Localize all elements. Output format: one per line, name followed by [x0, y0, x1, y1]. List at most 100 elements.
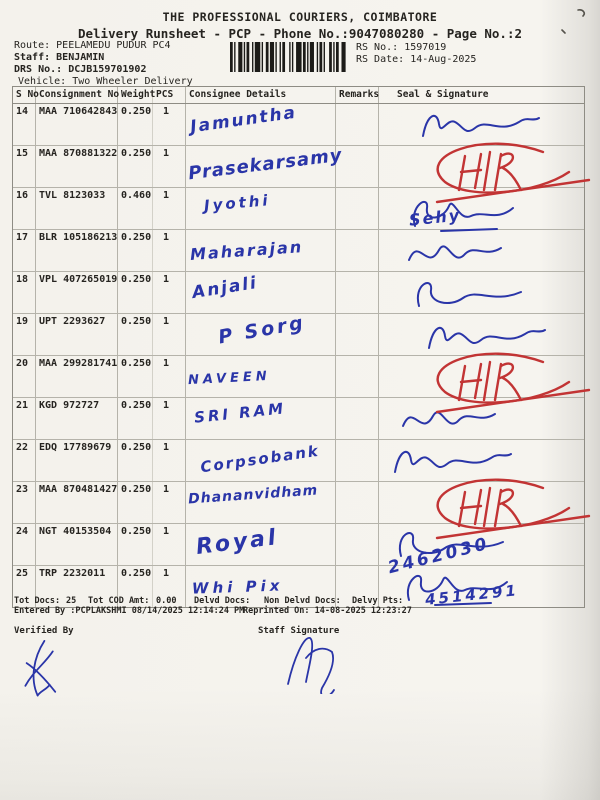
cell-consignment-no: MAA 299281741	[36, 356, 118, 397]
cell-remarks	[336, 146, 379, 187]
cell-weight: 0.250	[118, 440, 153, 481]
cell-s-no: 20	[13, 356, 36, 397]
cell-consignee-details: P Sorg	[186, 311, 336, 355]
page-title: THE PROFESSIONAL COURIERS, COIMBATORE	[162, 10, 438, 24]
cell-consignment-no: TVL 8123033	[36, 188, 118, 229]
cell-consignee-details: Dhananvidham	[186, 482, 336, 523]
cell-consignee-details: NAVEEN	[186, 356, 336, 397]
table-row: 23 MAA 870481427 0.250 1 Dhananvidham	[13, 478, 591, 540]
tot-docs-label: Tot Docs:	[14, 596, 61, 606]
consignee-handwriting: SRI RAM	[193, 399, 287, 427]
cell-consignee-details: SRI RAM	[186, 398, 336, 439]
table-row: 16 TVL 8123033 0.460 1 Jyothi Sehy	[13, 188, 584, 232]
rs-no-line: RS No.: 1597019	[356, 42, 446, 53]
cell-s-no: 17	[13, 230, 36, 271]
drs-value: DCJB159701902	[68, 64, 147, 75]
cell-remarks	[336, 524, 379, 565]
cell-seal-signature: 4514291	[379, 566, 584, 609]
cell-remarks	[336, 398, 379, 439]
rs-no-label: RS No.:	[356, 42, 399, 53]
vehicle-label: Vehicle:	[18, 76, 67, 87]
cell-consignment-no: BLR 105186213	[36, 230, 118, 271]
tot-docs-value: 25	[66, 596, 77, 606]
rs-date-line: RS Date: 14-Aug-2025	[356, 54, 476, 65]
table-row: 18 VPL 407265019 0.250 1 Anjali	[13, 272, 584, 314]
cell-pcs: 1	[153, 524, 186, 565]
consignee-signature	[428, 326, 546, 349]
consignee-signature	[412, 201, 514, 232]
cell-weight: 0.250	[118, 104, 153, 145]
drs-label: DRS No.:	[14, 64, 63, 75]
table-row: 22 EDQ 17789679 0.250 1 Corpsobank	[13, 440, 584, 482]
header-seal-signature: Seal & Signature	[397, 89, 489, 100]
cell-remarks	[336, 272, 379, 313]
cell-seal-signature	[379, 314, 584, 355]
cell-pcs: 1	[153, 272, 186, 313]
consignee-handwriting: P Sorg	[216, 311, 308, 349]
cell-seal-signature	[379, 272, 584, 313]
consignee-handwriting: Royal	[194, 525, 280, 560]
cell-consignment-no: MAA 870481427	[36, 482, 118, 523]
hr-mark	[435, 478, 591, 540]
consignee-signature	[422, 114, 540, 137]
cell-remarks	[336, 356, 379, 397]
consignee-handwriting: Dhananvidham	[187, 482, 319, 508]
table-row: 20 MAA 299281741 0.250 1 NAVEEN	[13, 352, 591, 414]
consignee-signature	[406, 575, 508, 606]
entered-by-line: Entered By :PCPLAKSHMI 08/14/2025 12:14:…	[14, 606, 245, 616]
cell-remarks	[336, 104, 379, 145]
cell-s-no: 14	[13, 104, 36, 145]
hr-mark	[435, 142, 591, 204]
cell-consignment-no: UPT 2293627	[36, 314, 118, 355]
cell-consignment-no: MAA 870881322	[36, 146, 118, 187]
table-row: 21 KGD 972727 0.250 1 SRI RAM	[13, 398, 584, 440]
header-s-no: S No	[13, 87, 39, 103]
cell-weight: 0.250	[118, 524, 153, 565]
header-remarks: Remarks	[336, 87, 379, 103]
cell-seal-signature: 2462030	[379, 524, 584, 578]
cell-remarks	[336, 440, 379, 481]
cell-pcs: 1	[153, 398, 186, 439]
route-value: PEELAMEDU PUDUR PC4	[56, 40, 171, 51]
consignee-signature	[394, 450, 512, 473]
cell-s-no: 15	[13, 146, 36, 187]
rs-no-value: 1597019	[404, 42, 447, 53]
table-row: 15 MAA 870881322 0.250 1 Prasekarsamy	[13, 142, 591, 204]
tot-cod-value: 0.00	[156, 596, 177, 606]
cell-weight: 0.250	[118, 314, 153, 355]
cell-weight: 0.250	[118, 398, 153, 439]
cell-s-no: 25	[13, 566, 36, 607]
rs-date-value: 14-Aug-2025	[410, 54, 477, 65]
table-row: 19 UPT 2293627 0.250 1 P Sorg	[13, 311, 584, 356]
consignee-handwriting: Whi Pix	[191, 576, 284, 598]
verified-by-label: Verified By	[14, 626, 74, 636]
consignee-handwriting: Maharajan	[189, 237, 304, 264]
consignee-handwriting: Prasekarsamy	[187, 144, 344, 185]
verified-by-signature	[24, 640, 57, 697]
cell-s-no: 21	[13, 398, 36, 439]
non-delvd-docs-label: Non Delvd Docs:	[264, 596, 341, 606]
consignee-signature	[402, 411, 496, 427]
cell-s-no: 18	[13, 272, 36, 313]
cell-consignee-details: Maharajan	[186, 230, 336, 271]
consignee-signature	[408, 245, 502, 261]
cell-seal-signature	[379, 440, 584, 481]
cell-s-no: 22	[13, 440, 36, 481]
header-weight: Weight	[118, 87, 155, 103]
consignee-handwriting: NAVEEN	[187, 368, 272, 389]
consignee-signature	[398, 532, 504, 557]
cell-s-no: 23	[13, 482, 36, 523]
consignee-handwriting: Jamuntha	[189, 102, 299, 138]
vehicle-value: Two Wheeler Delivery	[72, 76, 193, 87]
cell-seal-signature	[379, 352, 591, 414]
drs-line: DRS No.: DCJB159701902	[14, 64, 146, 75]
cell-weight: 0.460	[118, 188, 153, 229]
cell-consignee-details: Prasekarsamy	[186, 145, 344, 187]
cell-seal-signature	[379, 142, 591, 204]
cell-remarks	[336, 482, 379, 523]
header-pcs: PCS	[153, 87, 186, 103]
staff-signature	[287, 637, 335, 694]
cell-weight: 0.250	[118, 566, 153, 607]
cell-consignment-no: VPL 407265019	[36, 272, 118, 313]
